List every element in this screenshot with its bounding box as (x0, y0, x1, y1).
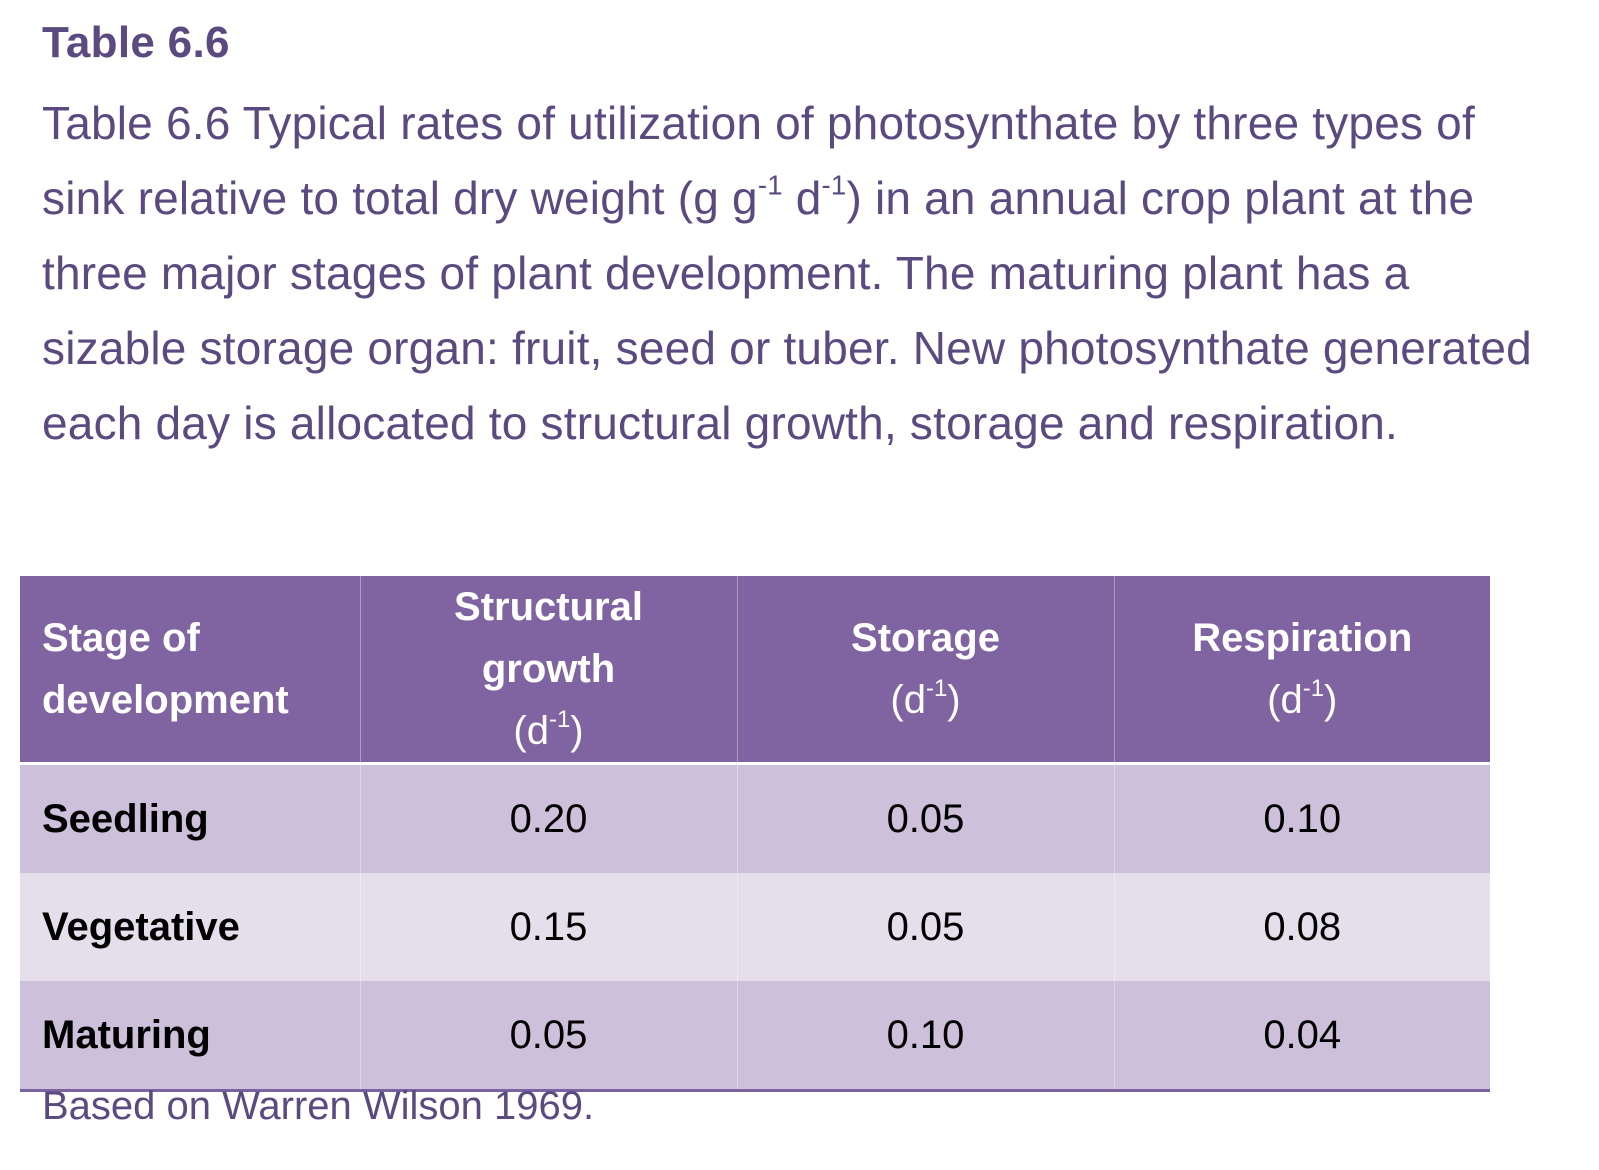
table-row: Maturing 0.05 0.10 0.04 (20, 981, 1490, 1092)
header-stage-line2: development (42, 678, 289, 722)
cell-respiration: 0.04 (1113, 981, 1490, 1092)
table-title: Table 6.6 (42, 18, 230, 67)
header-structural-growth: Structural growth (d-1) (359, 576, 737, 765)
unit-text: (d (890, 678, 926, 722)
header-storage: Storage (d-1) (736, 576, 1114, 765)
source-note: Based on Warren Wilson 1969. (42, 1084, 595, 1128)
unit-text: ) (947, 678, 961, 722)
row-stage-label: Maturing (20, 981, 360, 1092)
caption-text-2: d (782, 172, 822, 224)
table-row: Vegetative 0.15 0.05 0.08 (20, 873, 1490, 981)
header-respiration: Respiration (d-1) (1113, 576, 1490, 765)
header-storage-unit: (d-1) (890, 675, 961, 722)
header-structural-growth-unit: (d-1) (513, 706, 584, 753)
header-row: Stage of development Structural growth (… (20, 576, 1490, 765)
header-respiration-unit: (d-1) (1267, 675, 1338, 722)
row-stage-label: Vegetative (20, 873, 360, 981)
row-stage-label: Seedling (20, 763, 360, 873)
table-row: Seedling 0.20 0.05 0.10 (20, 763, 1490, 873)
cell-structural-growth: 0.20 (359, 763, 737, 873)
unit-superscript: -1 (548, 706, 571, 734)
cell-storage: 0.10 (736, 981, 1114, 1092)
cell-structural-growth: 0.15 (359, 873, 737, 981)
unit-superscript: -1 (1302, 675, 1325, 703)
cell-structural-growth: 0.05 (359, 981, 737, 1092)
caption-superscript-1: -1 (757, 169, 783, 201)
data-table: Stage of development Structural growth (… (20, 576, 1490, 1092)
caption-text-3: ) in an annual crop plant at the three m… (42, 172, 1532, 449)
header-stage: Stage of development (20, 576, 360, 765)
header-storage-label: Storage (851, 616, 1000, 660)
unit-text: (d (513, 709, 549, 753)
unit-text: (d (1267, 678, 1303, 722)
unit-text: ) (1324, 678, 1338, 722)
cell-storage: 0.05 (736, 763, 1114, 873)
caption-superscript-2: -1 (821, 169, 847, 201)
unit-text: ) (570, 709, 584, 753)
unit-superscript: -1 (925, 675, 948, 703)
header-stage-line1: Stage of (42, 616, 200, 660)
cell-respiration: 0.10 (1113, 763, 1490, 873)
header-structural-growth-label: Structural growth (454, 585, 643, 691)
cell-respiration: 0.08 (1113, 873, 1490, 981)
header-respiration-label: Respiration (1192, 616, 1413, 660)
table-caption: Table 6.6 Typical rates of utilization o… (42, 86, 1542, 461)
caption-text-1: Table 6.6 Typical rates of utilization o… (42, 97, 1475, 224)
cell-storage: 0.05 (736, 873, 1114, 981)
